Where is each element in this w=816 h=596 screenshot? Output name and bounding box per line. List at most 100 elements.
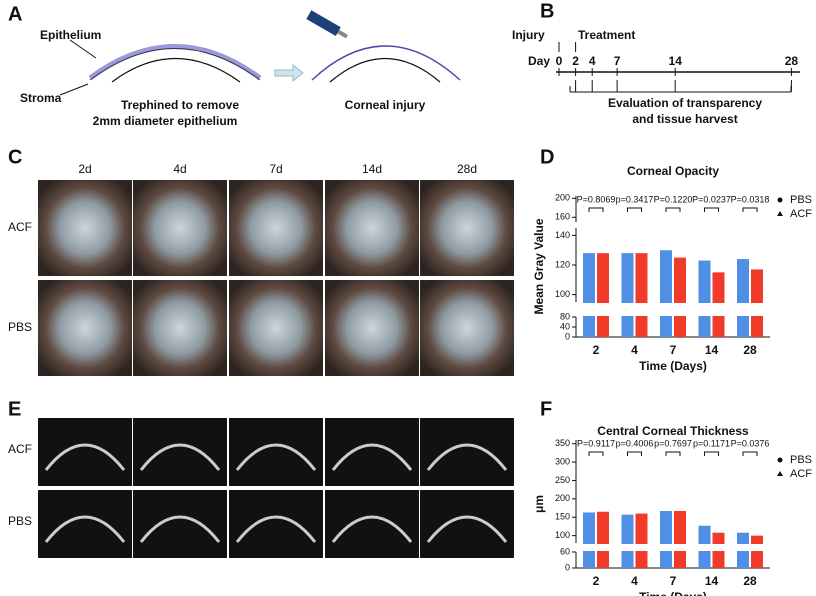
oct-cornea <box>426 515 508 543</box>
caption: Evaluation of transparency <box>608 96 762 110</box>
arrow <box>274 63 304 83</box>
panel-label: C <box>8 146 22 168</box>
label: Epithelium <box>40 28 101 42</box>
x-tick-label: 2 <box>593 574 600 588</box>
oct-image <box>420 490 514 558</box>
oct-cornea <box>235 443 317 471</box>
x-label: Time (Days) <box>639 359 707 373</box>
p-value: P=0.8069 <box>577 194 616 204</box>
panel-label: E <box>8 398 21 420</box>
bar <box>660 510 672 568</box>
bracket <box>742 207 758 212</box>
pointer <box>59 83 89 96</box>
oct-image <box>420 418 514 486</box>
oct-cornea <box>331 443 413 471</box>
y-tick-label: 160 <box>555 212 570 222</box>
eye-photo <box>133 180 227 276</box>
column-label: 14d <box>362 162 382 176</box>
column-label: 28d <box>457 162 477 176</box>
legend-label: PBS <box>790 194 812 206</box>
bar <box>621 253 634 337</box>
eye-photo <box>229 280 323 376</box>
p-value: p=0.7697 <box>654 438 692 448</box>
column-label: 7d <box>269 162 282 176</box>
bracket <box>627 451 642 456</box>
bar <box>597 253 609 337</box>
bar <box>737 259 749 337</box>
oct-cornea <box>331 515 413 543</box>
eye-photo <box>325 280 419 376</box>
day-label: 2 <box>572 54 579 68</box>
oct-cornea <box>139 515 221 543</box>
trephine-icon <box>306 10 348 39</box>
x-tick-label: 2 <box>593 343 600 357</box>
bracket <box>742 451 758 456</box>
bar <box>597 511 609 568</box>
legend-marker <box>777 211 783 216</box>
eye-photo <box>229 180 323 276</box>
eye-photo <box>133 280 227 376</box>
legend-marker <box>777 457 783 463</box>
bar <box>583 253 595 337</box>
eye-photo <box>325 180 419 276</box>
label: Stroma <box>20 91 62 105</box>
legend-label: ACF <box>790 468 812 480</box>
y-tick-label: 80 <box>560 311 570 321</box>
oct-cornea <box>139 443 221 471</box>
bar <box>660 250 672 337</box>
chart-title: Corneal Opacity <box>627 164 719 178</box>
eye-photo <box>38 280 132 376</box>
y-tick-label: 200 <box>555 493 570 503</box>
caption: Trephined to remove <box>121 98 239 112</box>
x-tick-label: 14 <box>705 574 719 588</box>
oct-cornea <box>44 515 126 543</box>
legend-label: PBS <box>790 454 812 466</box>
oct-image <box>325 490 419 558</box>
x-tick-label: 7 <box>670 343 677 357</box>
label: Treatment <box>578 28 635 42</box>
y-label: Mean Gray Value <box>532 218 546 314</box>
bracket <box>704 451 719 456</box>
bracket <box>665 207 681 212</box>
chart-title: Central Corneal Thickness <box>597 424 749 438</box>
y-tick-label: 100 <box>555 289 570 299</box>
x-tick-label: 4 <box>631 574 638 588</box>
day-label: 0 <box>556 54 563 68</box>
bar <box>751 535 763 568</box>
label: Day <box>528 54 550 68</box>
bracket <box>704 207 719 212</box>
bar <box>674 257 686 337</box>
legend-marker <box>777 197 783 203</box>
day-label: 7 <box>614 54 621 68</box>
x-tick-label: 7 <box>670 574 677 588</box>
bar <box>698 260 711 337</box>
bar <box>635 513 648 568</box>
y-tick-label: 40 <box>560 321 570 331</box>
oct-image <box>133 418 227 486</box>
day-label: 4 <box>589 54 596 68</box>
schematic <box>59 10 461 96</box>
oct-image <box>133 490 227 558</box>
y-tick-label: 60 <box>560 546 570 556</box>
panel-label: B <box>540 0 554 22</box>
oct-cornea <box>426 443 508 471</box>
bar <box>635 253 648 337</box>
panel-label: F <box>540 398 552 420</box>
legend-marker <box>777 471 783 476</box>
bracket <box>588 451 604 456</box>
y-tick-label: 0 <box>565 331 570 341</box>
y-tick-label: 120 <box>555 259 570 269</box>
stroma-line <box>111 58 241 83</box>
stroma-line <box>329 57 441 83</box>
y-tick-label: 150 <box>555 512 570 522</box>
bracket <box>588 207 604 212</box>
x-tick-label: 28 <box>743 574 757 588</box>
p-value: p=0.4006 <box>616 438 654 448</box>
eye-photo <box>420 280 514 376</box>
x-tick-label: 4 <box>631 343 638 357</box>
caption: Corneal injury <box>345 98 426 112</box>
p-value: P=0.0237 <box>692 194 731 204</box>
bar <box>583 512 595 568</box>
axis-break <box>574 303 772 316</box>
